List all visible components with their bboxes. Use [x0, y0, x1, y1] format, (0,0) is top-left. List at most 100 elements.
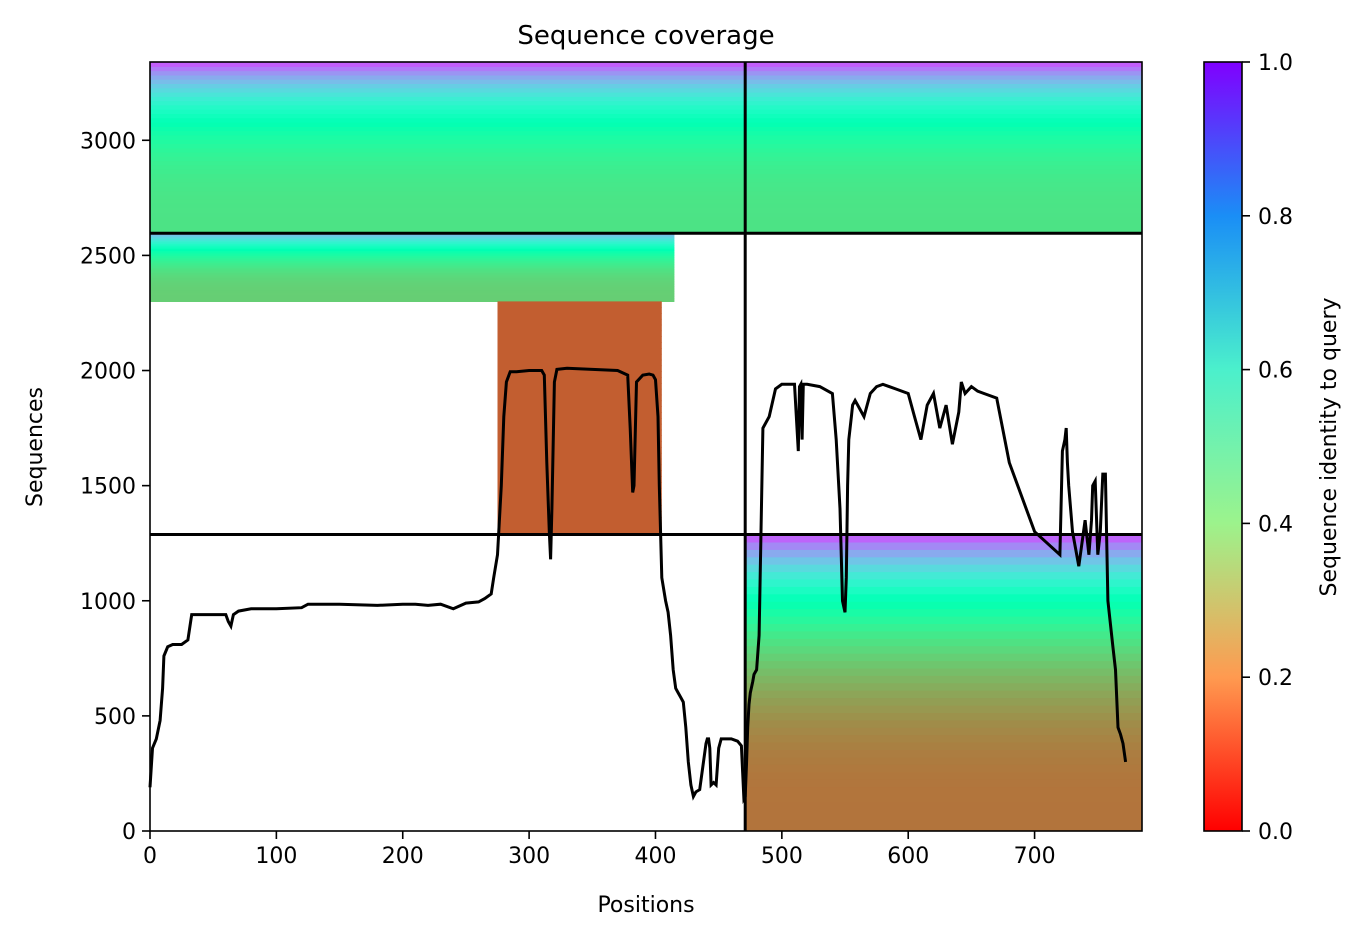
heatmap-band — [745, 190, 1142, 196]
heatmap-band — [497, 493, 662, 501]
heatmap-band — [497, 429, 662, 436]
heatmap-band — [497, 482, 662, 489]
heatmap-band — [150, 287, 675, 291]
heatmap-band — [745, 87, 1142, 93]
heatmap-band — [745, 786, 1142, 795]
heatmap-band — [745, 801, 1142, 810]
heatmap-band — [150, 279, 675, 282]
y-tick-label: 2500 — [80, 244, 136, 269]
heatmap-band — [497, 342, 662, 349]
heatmap-band — [745, 96, 1142, 102]
heatmap-band — [745, 690, 1142, 699]
heatmap-band — [745, 712, 1142, 721]
heatmap-band — [745, 697, 1142, 706]
heatmap-band — [745, 169, 1142, 174]
heatmap-band — [745, 62, 1142, 67]
heatmap-band — [150, 147, 746, 153]
heatmap-band — [150, 203, 746, 209]
heatmap-band — [150, 291, 675, 294]
y-tick-label: 3000 — [80, 129, 136, 154]
heatmap-band — [150, 257, 675, 260]
x-tick-label: 400 — [634, 844, 676, 869]
x-tick-label: 700 — [1014, 844, 1056, 869]
heatmap-band — [497, 435, 662, 442]
heatmap-band — [745, 126, 1142, 132]
heatmap-band — [497, 522, 662, 530]
heatmap-band — [497, 394, 662, 402]
colorbar-axis: 0.0 0.2 0.4 0.6 0.8 1.0 — [1242, 51, 1293, 845]
heatmap-band — [150, 211, 746, 217]
heatmap-band — [150, 113, 746, 119]
heatmap-band — [745, 181, 1142, 187]
heatmap-band — [150, 245, 675, 248]
heatmap-band — [150, 92, 746, 97]
heatmap-band — [745, 534, 1142, 543]
heatmap-band — [150, 272, 675, 275]
heatmap-band — [150, 255, 675, 258]
heatmap-band — [497, 505, 662, 512]
heatmap-band — [150, 296, 675, 299]
heatmap-band — [745, 793, 1142, 802]
heatmap-band — [150, 74, 746, 80]
heatmap-band — [745, 749, 1142, 758]
chart-title: Sequence coverage — [517, 21, 774, 51]
heatmap-band — [497, 447, 662, 454]
heatmap-band — [150, 260, 675, 263]
heatmap-band — [745, 224, 1142, 230]
heatmap-band — [745, 92, 1142, 97]
heatmap-band — [150, 246, 675, 250]
x-tick-label: 500 — [761, 844, 803, 869]
colorbar-tick-label: 1.0 — [1258, 51, 1293, 76]
heatmap-band — [497, 307, 662, 314]
heatmap-band — [745, 653, 1142, 662]
heatmap-band — [497, 418, 662, 425]
heatmap-band — [745, 130, 1142, 136]
heatmap-band — [497, 476, 662, 483]
heatmap-band — [745, 549, 1142, 558]
heatmap-band — [745, 719, 1142, 728]
heatmap-band — [745, 177, 1142, 183]
heatmap-band — [745, 66, 1142, 72]
heatmap-band — [150, 270, 675, 274]
heatmap-band — [745, 556, 1142, 565]
heatmap-band — [745, 109, 1142, 114]
heatmap-band — [150, 274, 675, 277]
heatmap-band — [150, 236, 675, 239]
colorbar-tick-label: 0.8 — [1258, 205, 1293, 230]
heatmap-band — [497, 400, 662, 407]
heatmap-band — [497, 487, 662, 495]
heatmap-band — [150, 267, 675, 270]
heatmap-band — [497, 330, 662, 337]
heatmap-band — [497, 313, 662, 320]
heatmap-band — [745, 586, 1142, 595]
colorbar — [1203, 61, 1243, 832]
heatmap-band — [150, 66, 746, 72]
heatmap-band — [497, 336, 662, 343]
heatmap-band — [745, 756, 1142, 765]
heatmap-band — [150, 289, 675, 292]
heatmap-band — [150, 169, 746, 174]
heatmap-band — [150, 130, 746, 136]
heatmap-band — [745, 779, 1142, 788]
heatmap-band — [745, 734, 1142, 743]
y-axis: 0 500 1000 1500 2000 2500 3000 — [80, 129, 150, 845]
y-axis-label: Sequences — [23, 387, 48, 507]
heatmap-band — [497, 423, 662, 431]
heatmap-band — [745, 173, 1142, 179]
heatmap-band — [150, 151, 746, 157]
coverage-line — [148, 366, 1128, 805]
x-tick-label: 0 — [143, 844, 157, 869]
heatmap-band — [497, 528, 662, 535]
heatmap-band — [497, 359, 662, 367]
heatmap-band — [745, 70, 1142, 76]
heatmap-band — [497, 412, 662, 419]
heatmap-band — [745, 705, 1142, 713]
colorbar-tick-label: 0.0 — [1258, 820, 1293, 845]
heatmap-band — [150, 164, 746, 170]
y-tick-label: 1000 — [80, 590, 136, 615]
heatmap-band — [150, 240, 675, 243]
heatmap-band — [745, 645, 1142, 654]
heatmap-band — [150, 258, 675, 262]
heatmap-band — [497, 348, 662, 355]
heatmap-band — [745, 623, 1142, 632]
